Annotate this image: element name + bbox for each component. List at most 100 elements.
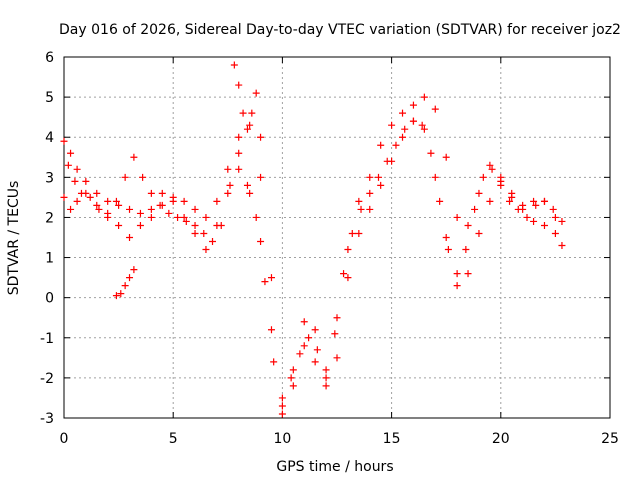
data-point [270,358,278,366]
data-point [60,137,68,145]
data-point [230,61,238,69]
data-point [112,292,120,300]
data-point [278,394,286,402]
data-point [139,173,147,181]
data-point [558,217,566,225]
data-point [453,270,461,278]
data-point [462,246,470,254]
data-point [551,229,559,237]
data-point [182,217,190,225]
data-point [322,366,330,374]
data-point [453,213,461,221]
plot-frame [63,56,611,419]
data-point [136,221,144,229]
data-point [126,205,134,213]
data-point [95,205,103,213]
data-point [180,213,188,221]
data-point [174,213,182,221]
y-tick-label: 0 [45,291,54,307]
data-point [313,346,321,354]
data-point [344,274,352,282]
x-tick-label: 25 [601,431,619,447]
data-point [357,205,365,213]
data-point [209,238,217,246]
data-point [355,229,363,237]
data-point [540,197,548,205]
data-point [464,270,472,278]
data-point [246,121,254,129]
series-spike [230,61,265,141]
y-tick-label: 3 [45,170,54,186]
data-point [331,330,339,338]
data-point [60,193,68,201]
data-point [377,141,385,149]
data-point [126,274,134,282]
data-point [73,165,81,173]
data-point [267,274,275,282]
data-point [409,117,417,125]
data-point [130,153,138,161]
data-point [261,278,269,286]
data-point [121,282,129,290]
data-point [126,234,134,241]
data-point [246,189,254,197]
data-point [388,121,396,129]
data-point [442,234,450,241]
data-point [300,342,308,350]
chart-title: Day 016 of 2026, Sidereal Day-to-day VTE… [59,22,621,38]
x-tick-label: 0 [60,431,69,447]
data-point [479,173,487,181]
data-point [235,165,243,173]
data-point [551,213,559,221]
data-point [147,205,155,213]
data-point [442,153,450,161]
x-tick-label: 5 [169,431,178,447]
data-point [523,213,531,221]
data-point [257,133,265,141]
data-point [311,326,319,334]
data-point [239,109,247,117]
y-tick-label: -3 [40,411,54,427]
data-point [136,209,144,217]
data-point [322,382,330,390]
data-point [180,197,188,205]
series-short-segment [112,266,138,300]
series-track-c [64,117,566,402]
data-point [147,189,155,197]
data-point [322,374,330,382]
x-axis-label: GPS time / hours [276,459,393,475]
series-track-b [60,117,566,418]
data-point [104,213,112,221]
data-point [453,282,461,290]
data-point [333,314,341,322]
data-point [420,125,428,133]
data-point [374,173,382,181]
data-point [64,161,72,169]
data-point [224,189,232,197]
data-point [71,177,79,185]
data-point [471,205,479,213]
data-point [252,89,260,97]
data-point [366,205,374,213]
data-point [340,270,348,278]
data-point [475,229,483,237]
data-point [267,326,275,334]
y-tick-label: 4 [45,130,54,146]
data-points [60,61,566,418]
data-point [248,109,256,117]
data-point [169,197,177,205]
y-tick-label: -1 [40,331,54,347]
data-point [115,221,123,229]
data-point [431,105,439,113]
data-point [191,205,199,213]
data-point [475,189,483,197]
grid-lines [64,57,610,418]
y-tick-label: 1 [45,251,54,267]
data-point [86,193,94,201]
data-point [418,121,426,129]
data-point [344,246,352,254]
data-point [200,229,208,237]
data-point [202,246,210,254]
data-point [147,213,155,221]
